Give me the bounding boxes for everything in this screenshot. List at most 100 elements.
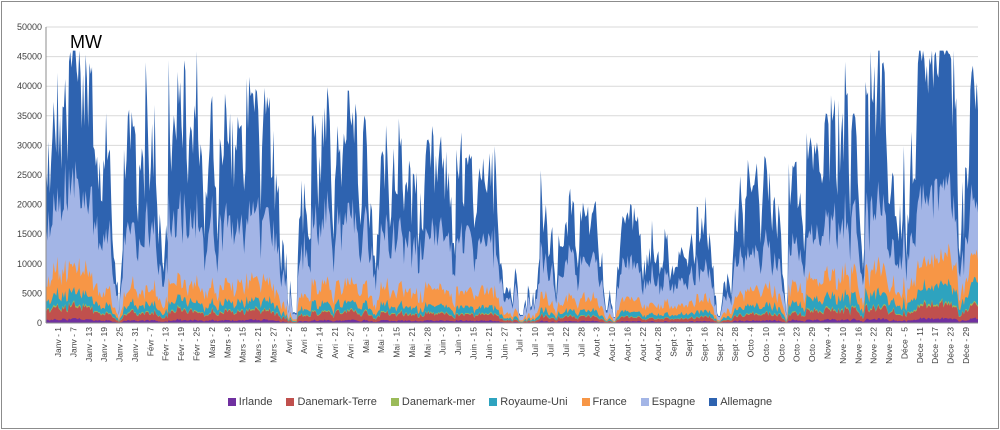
y-tick-label: 25000 [17,170,42,180]
x-tick-label: Aout - 22 [638,327,648,362]
x-tick-label: Juin - 3 [438,327,448,355]
x-tick-label: Janv - 25 [115,327,125,362]
y-axis: 0 5000 10000 15000 20000 25000 30000 35000 40000… [17,22,47,328]
x-tick-label: Févr - 19 [176,327,186,361]
x-tick-label: Aout - 16 [622,327,632,362]
x-tick-label: Juin - 9 [453,327,463,355]
x-tick-label: Mai - 15 [392,327,402,358]
stacked-areas [46,50,978,324]
x-tick-label: Sept - 16 [699,327,709,362]
x-tick-label: Mai - 21 [407,327,417,358]
x-tick-label: Déce - 29 [961,327,971,364]
y-tick-label: 35000 [17,111,42,121]
legend-item: Danemark-Terre [286,396,377,408]
x-tick-label: Aout - 28 [653,327,663,362]
x-tick-label: Juil - 28 [576,327,586,357]
x-tick-label: Nove - 10 [838,327,848,364]
x-tick-label: Avri - 2 [284,327,294,354]
series-area-espagne [46,161,978,323]
legend-label: Danemark-Terre [297,396,377,408]
x-tick-label: Octo - 23 [792,327,802,362]
x-tick-label: Déce - 5 [899,327,909,359]
y-tick-label: 0 [37,318,42,328]
x-tick-label: Nove - 4 [822,327,832,359]
x-tick-label: Mars - 15 [238,327,248,363]
x-tick-label: Aout - 3 [592,327,602,357]
y-tick-label: 40000 [17,81,42,91]
chart-svg: 0 5000 10000 15000 20000 25000 30000 35000 40000… [17,22,978,364]
x-tick-label: Mars - 27 [268,327,278,363]
series-area-france [46,243,978,323]
x-tick-label: Aout - 10 [607,327,617,362]
legend-item: Royaume-Uni [489,396,568,408]
x-tick-label: Avri - 27 [345,327,355,359]
x-tick-label: Mai - 9 [376,327,386,353]
x-tick-label: Juil - 16 [545,327,555,357]
x-tick-label: Juil - 10 [530,327,540,357]
legend-swatch [581,398,590,406]
legend-label: Espagne [651,396,696,408]
x-tick-label: Sept - 9 [684,327,694,357]
legend-item: Allemagne [709,396,772,408]
series-area-royaume-uni [46,276,978,323]
unit-label: MW [70,32,102,52]
x-tick-label: Juil - 22 [561,327,571,357]
legend-label: Danemark-mer [401,396,476,408]
x-tick-label: Sept - 3 [669,327,679,357]
legend-item: Danemark-mer [390,396,476,408]
x-tick-label: Mai - 3 [361,327,371,353]
legend-swatch [390,398,399,406]
x-tick-label: Octo - 4 [746,327,756,358]
x-tick-label: Avri - 14 [315,327,325,359]
x-tick-label: Janv - 1 [53,327,63,358]
x-tick-label: Juin - 27 [499,327,509,360]
x-tick-label: Nove - 22 [869,327,879,364]
legend-swatch [640,398,649,406]
series-area-danemark-terre [46,299,978,323]
legend-swatch [709,398,718,406]
legend-item: Irlande [227,396,273,408]
y-tick-label: 50000 [17,22,42,32]
series-area-irlande [46,317,978,323]
legend-item: Espagne [640,396,696,408]
x-tick-label: Janv - 7 [68,327,78,358]
legend-swatch [227,398,236,406]
x-tick-label: Janv - 31 [130,327,140,362]
x-tick-label: Nove - 29 [884,327,894,364]
x-tick-label: Octo - 10 [761,327,771,362]
legend-swatch [286,398,295,406]
x-tick-label: Juil - 4 [515,327,525,352]
x-tick-label: Janv - 19 [99,327,109,362]
x-axis: Janv - 1 Janv - 7 Janv - 13 Janv - 19 Janv -… [46,322,978,364]
x-tick-label: Déce - 23 [946,327,956,364]
y-tick-label: 30000 [17,140,42,150]
x-tick-label: Févr - 7 [145,327,155,357]
x-tick-label: Janv - 13 [84,327,94,362]
x-tick-label: Févr - 25 [192,327,202,361]
x-tick-label: Mai - 28 [422,327,432,358]
legend-swatch [489,398,498,406]
y-tick-label: 10000 [17,259,42,269]
x-tick-label: Octo - 29 [807,327,817,362]
legend-label: Irlande [238,396,273,408]
legend: Irlande Danemark-Terre Danemark-mer Royaume… [2,396,998,408]
x-tick-label: Avri - 8 [299,327,309,354]
y-tick-label: 5000 [22,288,42,298]
y-tick-label: 15000 [17,229,42,239]
legend-label: France [592,396,627,408]
x-tick-label: Sept - 22 [715,327,725,362]
x-tick-label: Sept - 28 [730,327,740,362]
x-tick-label: Mars - 2 [207,327,217,358]
x-tick-label: Juin - 21 [484,327,494,360]
legend-label: Royaume-Uni [500,396,568,408]
legend-label: Allemagne [720,396,773,408]
x-tick-label: Avri - 21 [330,327,340,359]
x-tick-label: Mars - 21 [253,327,263,363]
y-tick-label: 20000 [17,200,42,210]
x-tick-label: Déce - 11 [915,327,925,363]
x-tick-label: Octo - 16 [776,327,786,362]
x-tick-label: Nove - 16 [853,327,863,364]
x-tick-label: Févr - 13 [161,327,171,361]
x-tick-label: Déce - 17 [930,327,940,364]
